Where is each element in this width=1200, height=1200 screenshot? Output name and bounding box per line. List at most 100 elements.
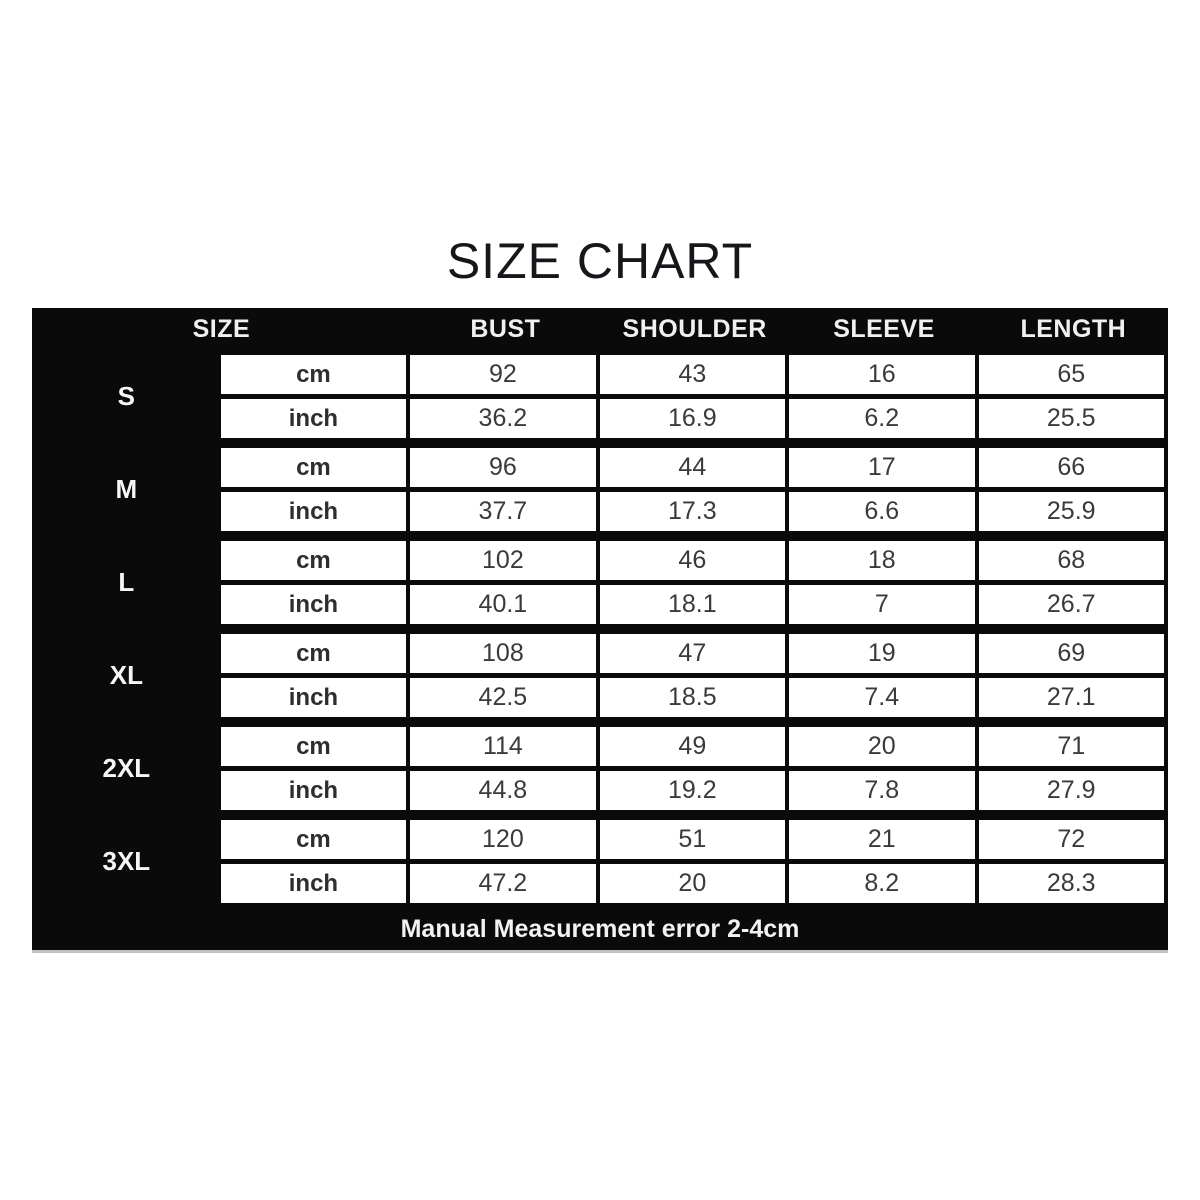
value-length: 68 (978, 541, 1164, 580)
inch-row: inch 37.7 17.3 6.6 25.9 (220, 492, 1164, 531)
value-length: 25.5 (978, 399, 1164, 438)
value-length: 72 (978, 820, 1164, 859)
value-sleeve: 18 (789, 541, 975, 580)
value-bust: 40.1 (410, 585, 596, 624)
value-shoulder: 46 (599, 541, 786, 580)
value-sleeve: 6.2 (789, 399, 975, 438)
value-length: 69 (978, 634, 1164, 673)
value-shoulder: 16.9 (599, 399, 786, 438)
table-footer-note: Manual Measurement error 2-4cm (400, 914, 800, 943)
value-shoulder: 44 (599, 448, 786, 487)
value-shoulder: 17.3 (599, 492, 786, 531)
value-bust: 37.7 (410, 492, 596, 531)
inch-row: inch 42.5 18.5 7.4 27.1 (220, 678, 1164, 717)
size-group-xl: XL cm 108 47 19 69 inch 42.5 18.5 7.4 27.1 (32, 634, 1164, 717)
size-group-2xl: 2XL cm 114 49 20 71 inch 44.8 19.2 7.8 27.9 (32, 727, 1164, 810)
value-bust: 108 (410, 634, 596, 673)
size-label: 2XL (102, 753, 151, 783)
value-sleeve: 21 (789, 820, 975, 859)
value-length: 25.9 (978, 492, 1164, 531)
value-bust: 120 (410, 820, 596, 859)
value-bust: 96 (410, 448, 596, 487)
value-shoulder: 18.1 (599, 585, 786, 624)
value-shoulder: 43 (599, 355, 786, 394)
value-bust: 114 (410, 727, 596, 766)
value-bust: 92 (410, 355, 596, 394)
inch-row: inch 44.8 19.2 7.8 27.9 (220, 771, 1164, 810)
table-header-row: SIZE BUST SHOULDER SLEEVE LENGTH (32, 308, 1168, 351)
size-group-rows: cm 120 51 21 72 inch 47.2 20 8.2 28.3 (220, 820, 1164, 903)
size-group-3xl: 3XL cm 120 51 21 72 inch 47.2 20 8.2 28.3 (32, 820, 1164, 903)
size-label: L (118, 567, 135, 597)
size-group-rows: cm 102 46 18 68 inch 40.1 18.1 7 26.7 (220, 541, 1164, 624)
header-sleeve: SLEEVE (833, 315, 935, 343)
value-bust: 47.2 (410, 864, 596, 903)
value-sleeve: 19 (789, 634, 975, 673)
size-label: 3XL (102, 846, 151, 876)
value-sleeve: 17 (789, 448, 975, 487)
inch-row: inch 47.2 20 8.2 28.3 (220, 864, 1164, 903)
value-shoulder: 18.5 (599, 678, 786, 717)
value-shoulder: 20 (599, 864, 786, 903)
size-group-rows: cm 108 47 19 69 inch 42.5 18.5 7.4 27.1 (220, 634, 1164, 717)
unit-label: cm (220, 727, 407, 766)
size-label: XL (109, 660, 143, 690)
value-sleeve: 20 (789, 727, 975, 766)
value-sleeve: 8.2 (789, 864, 975, 903)
cm-row: cm 114 49 20 71 (220, 727, 1164, 766)
header-bust: BUST (470, 315, 541, 343)
value-length: 65 (978, 355, 1164, 394)
value-length: 27.9 (978, 771, 1164, 810)
value-length: 71 (978, 727, 1164, 766)
header-length: LENGTH (1020, 315, 1127, 343)
unit-label: inch (220, 678, 407, 717)
page-title: SIZE CHART (446, 233, 754, 289)
unit-label: inch (220, 585, 407, 624)
value-bust: 102 (410, 541, 596, 580)
value-sleeve: 6.6 (789, 492, 975, 531)
unit-label: cm (220, 820, 407, 859)
inch-row: inch 40.1 18.1 7 26.7 (220, 585, 1164, 624)
unit-label: inch (220, 864, 407, 903)
value-sleeve: 7.8 (789, 771, 975, 810)
cm-row: cm 96 44 17 66 (220, 448, 1164, 487)
size-group-rows: cm 92 43 16 65 inch 36.2 16.9 6.2 25.5 (220, 355, 1164, 438)
unit-label: cm (220, 541, 407, 580)
value-length: 27.1 (978, 678, 1164, 717)
unit-label: cm (220, 634, 407, 673)
size-label: M (115, 474, 138, 504)
size-label: S (117, 381, 136, 411)
value-shoulder: 19.2 (599, 771, 786, 810)
value-length: 26.7 (978, 585, 1164, 624)
header-size: SIZE (192, 315, 251, 343)
header-shoulder: SHOULDER (622, 315, 767, 343)
cm-row: cm 92 43 16 65 (220, 355, 1164, 394)
cm-row: cm 102 46 18 68 (220, 541, 1164, 580)
size-group-rows: cm 96 44 17 66 inch 37.7 17.3 6.6 25.9 (220, 448, 1164, 531)
cm-row: cm 120 51 21 72 (220, 820, 1164, 859)
value-bust: 44.8 (410, 771, 596, 810)
unit-label: cm (220, 448, 407, 487)
value-sleeve: 7 (789, 585, 975, 624)
value-sleeve: 7.4 (789, 678, 975, 717)
cm-row: cm 108 47 19 69 (220, 634, 1164, 673)
inch-row: inch 36.2 16.9 6.2 25.5 (220, 399, 1164, 438)
value-shoulder: 51 (599, 820, 786, 859)
unit-label: inch (220, 771, 407, 810)
value-bust: 42.5 (410, 678, 596, 717)
value-bust: 36.2 (410, 399, 596, 438)
size-group-rows: cm 114 49 20 71 inch 44.8 19.2 7.8 27.9 (220, 727, 1164, 810)
value-shoulder: 49 (599, 727, 786, 766)
value-shoulder: 47 (599, 634, 786, 673)
unit-label: inch (220, 399, 407, 438)
value-sleeve: 16 (789, 355, 975, 394)
unit-label: cm (220, 355, 407, 394)
value-length: 66 (978, 448, 1164, 487)
value-length: 28.3 (978, 864, 1164, 903)
